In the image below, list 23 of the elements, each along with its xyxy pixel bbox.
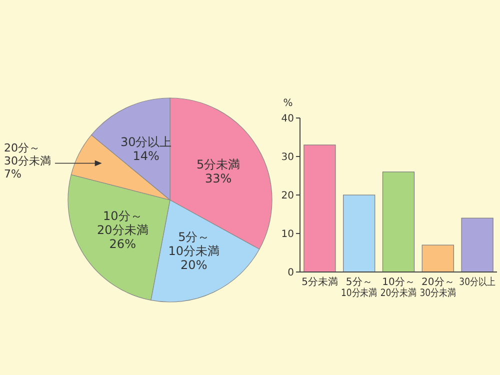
y-tick-label: 40 bbox=[281, 114, 294, 124]
bar bbox=[343, 194, 376, 272]
y-tick-label: 0 bbox=[288, 268, 294, 278]
y-tick-label: 10 bbox=[281, 229, 294, 240]
y-tick-label: 20 bbox=[281, 190, 294, 202]
bar bbox=[304, 144, 336, 272]
data-label: 33% bbox=[204, 171, 232, 186]
data-label: 14% bbox=[132, 149, 160, 164]
bar bbox=[422, 244, 454, 272]
slice-label: 20分～30分未満 bbox=[4, 141, 51, 168]
x-tick-label: 5分未満 bbox=[302, 276, 338, 288]
slice-label: 5分未満 bbox=[196, 157, 240, 172]
data-label: 20% bbox=[180, 258, 208, 272]
y-tick-label: 30 bbox=[281, 152, 294, 163]
data-label: 26% bbox=[109, 237, 136, 252]
x-tick-label: 30分以上 bbox=[459, 276, 500, 288]
bar bbox=[461, 218, 494, 272]
slice-label: 30分以上 bbox=[120, 135, 172, 150]
slice-label: 5分～10分未満 bbox=[168, 230, 220, 258]
y-axis-title: % bbox=[283, 98, 293, 109]
slice-label: 10分～20分未満 bbox=[96, 209, 148, 238]
bar bbox=[382, 172, 415, 272]
data-label: 7% bbox=[4, 167, 22, 180]
